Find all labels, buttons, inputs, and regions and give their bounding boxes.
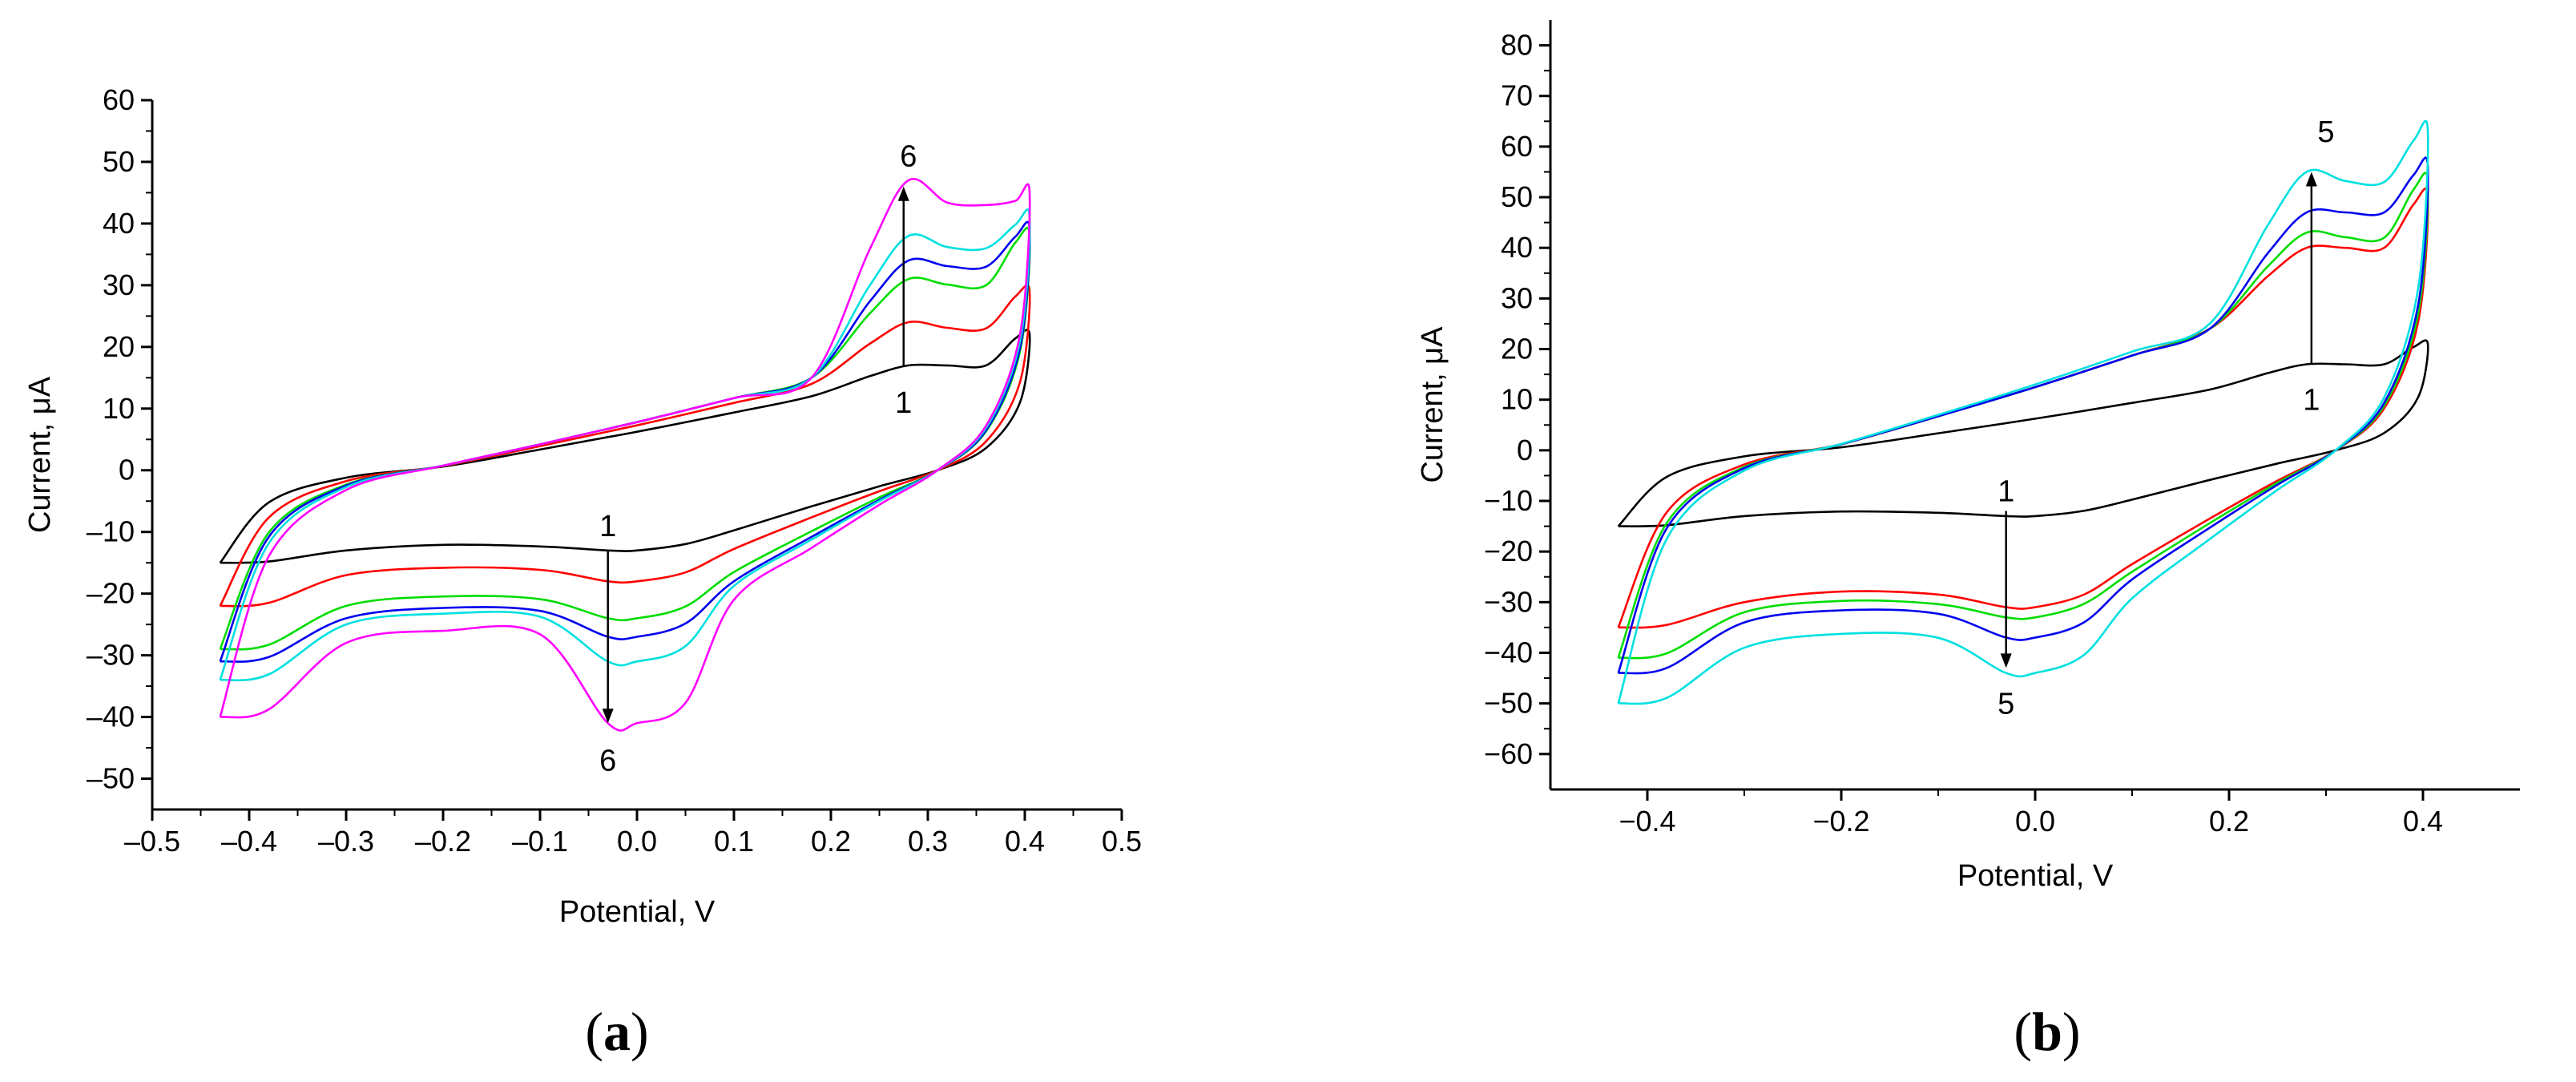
y-tick-label: –10	[87, 515, 135, 548]
panel-caption: (b)	[2014, 1001, 2080, 1062]
y-tick-label: 60	[103, 83, 135, 116]
y-tick-label: 80	[1501, 29, 1533, 62]
y-tick-label: 10	[103, 392, 135, 425]
y-tick-label: 40	[1501, 231, 1533, 264]
y-tick-label: 40	[103, 207, 135, 240]
chart-panel-b: −60 −50 −40 −30 −20 −10 0 10 20 30 40 50 60 70 80 −0.4 −…	[1416, 20, 2520, 1062]
cv-curve-series-1	[1617, 339, 2429, 527]
y-tick-label: –30	[87, 639, 135, 672]
cv-curve-series-4	[1617, 156, 2429, 675]
y-tick-label: 10	[1501, 383, 1533, 416]
y-tick-label: 60	[1501, 130, 1533, 163]
curve-number-label: 6	[900, 139, 917, 173]
x-tick-label: –0.1	[512, 825, 568, 858]
y-tick-label: 70	[1501, 79, 1533, 112]
y-tick-label: 0	[1517, 434, 1533, 466]
x-tick-label: −0.4	[1619, 805, 1675, 838]
x-tick-label: 0.2	[2209, 805, 2249, 838]
cv-curve-series-1	[219, 329, 1031, 564]
curve-number-label: 6	[599, 744, 616, 777]
y-tick-label: –40	[87, 700, 135, 733]
x-tick-label: –0.2	[415, 825, 471, 858]
trend-arrow-head	[602, 709, 614, 724]
trend-arrow-head	[2000, 653, 2012, 668]
cv-curve-series-5	[1617, 119, 2429, 705]
x-axis-label: Potential, V	[1957, 859, 2114, 893]
x-tick-label: 0.3	[908, 825, 948, 858]
y-tick-label: 50	[103, 145, 135, 178]
cv-curve-series-6	[219, 177, 1031, 732]
y-tick-label: −40	[1484, 636, 1533, 668]
x-tick-label: 0.2	[811, 825, 851, 858]
y-tick-label: –20	[87, 577, 135, 610]
panel-caption: (a)	[585, 1001, 648, 1062]
x-tick-label: 0.0	[617, 825, 657, 858]
x-tick-label: –0.3	[318, 825, 374, 858]
y-tick-label: −60	[1484, 737, 1533, 770]
y-tick-label: 30	[103, 268, 135, 301]
y-axis-label: Current, μA	[23, 376, 57, 533]
curve-number-label: 1	[2303, 384, 2320, 418]
cv-curve-series-4	[219, 220, 1031, 663]
x-tick-label: –0.4	[221, 825, 277, 858]
x-tick-label: 0.4	[1005, 825, 1045, 858]
x-tick-label: 0.4	[2403, 805, 2443, 838]
y-axis-label: Current, μA	[1416, 326, 1449, 483]
curve-number-label: 1	[599, 510, 616, 543]
x-tick-label: 0.0	[2015, 805, 2055, 838]
trend-arrow-head	[2305, 172, 2317, 187]
cv-curve-series-2	[219, 284, 1031, 608]
x-axis-label: Potential, V	[559, 895, 716, 929]
cv-curve-series-3	[219, 227, 1031, 651]
x-tick-label: 0.1	[714, 825, 754, 858]
x-tick-label: –0.5	[124, 825, 180, 858]
y-tick-label: −10	[1484, 484, 1533, 517]
y-tick-label: −20	[1484, 535, 1533, 567]
y-tick-label: 20	[1501, 333, 1533, 365]
y-tick-label: 0	[119, 454, 135, 486]
trend-arrow-head	[897, 186, 909, 201]
y-tick-label: −50	[1484, 687, 1533, 720]
curve-number-label: 5	[2317, 115, 2334, 149]
y-tick-label: −30	[1484, 585, 1533, 618]
y-tick-label: 20	[103, 330, 135, 363]
y-tick-label: 30	[1501, 281, 1533, 314]
curve-number-label: 5	[1998, 688, 2014, 721]
y-tick-label: 50	[1501, 180, 1533, 213]
x-tick-label: 0.5	[1102, 825, 1142, 858]
x-tick-label: −0.2	[1812, 805, 1869, 838]
curve-number-label: 1	[895, 386, 912, 420]
y-tick-label: –50	[87, 762, 135, 795]
chart-panel-a: –50 –40 –30 –20 –10 0 10 20 30 40 50 60 –0.5 –0.4 –0.3…	[23, 83, 1142, 1062]
curve-number-label: 1	[1998, 474, 2014, 508]
